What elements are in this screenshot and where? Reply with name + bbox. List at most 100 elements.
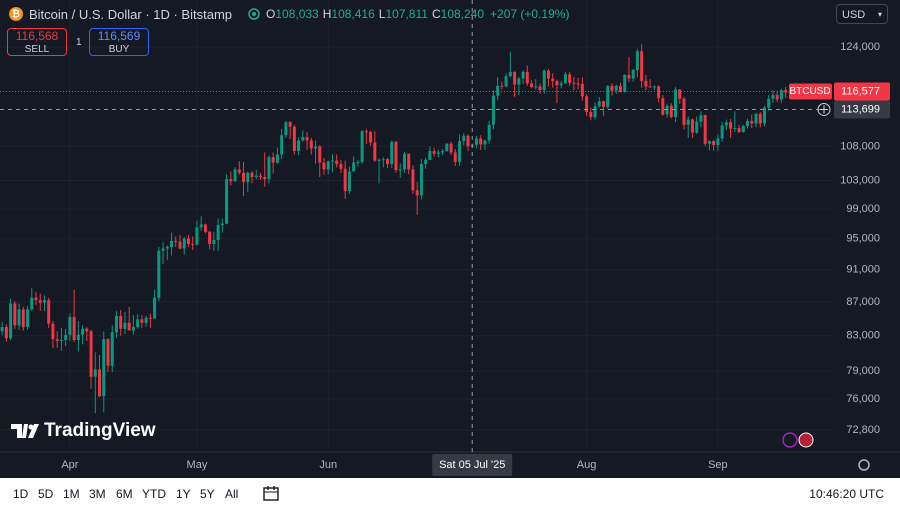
range-button[interactable]: YTD — [142, 487, 166, 501]
candle — [42, 295, 46, 311]
candle — [551, 73, 555, 88]
candle — [779, 88, 783, 104]
candle — [419, 159, 423, 200]
sell-button[interactable]: 116,568 SELL — [7, 28, 67, 56]
candle — [466, 134, 470, 152]
candle — [703, 114, 707, 146]
y-tick-label: 76,000 — [846, 393, 880, 405]
candle — [665, 103, 669, 118]
candle — [81, 325, 85, 345]
candle — [356, 159, 360, 167]
candle — [496, 77, 500, 101]
candle-body — [546, 70, 550, 79]
candle-body — [165, 246, 169, 249]
candle — [513, 71, 517, 97]
x-tick-label: May — [187, 459, 208, 471]
candle — [712, 139, 716, 151]
candle-body — [724, 122, 728, 126]
range-button[interactable]: 1Y — [176, 487, 191, 501]
candle-body — [521, 71, 525, 79]
candle-body — [326, 161, 330, 170]
candle — [275, 147, 279, 164]
candle-body — [767, 98, 771, 108]
ohlc-value: 108,033 — [275, 7, 319, 21]
candle — [441, 149, 445, 156]
candle — [326, 160, 330, 175]
candle — [614, 84, 618, 94]
candle-body — [208, 231, 212, 244]
range-button[interactable]: 5D — [38, 487, 54, 501]
candle — [51, 321, 55, 348]
candle-body — [157, 250, 161, 298]
candle-body — [322, 162, 326, 170]
candle — [449, 141, 453, 156]
range-button[interactable]: 1M — [63, 487, 80, 501]
candle — [627, 57, 631, 83]
range-button[interactable]: All — [225, 487, 239, 501]
candle — [479, 135, 483, 150]
candle-body — [339, 163, 343, 169]
range-button[interactable]: 5Y — [200, 487, 215, 501]
add-alert-icon[interactable] — [817, 102, 831, 116]
y-tick-label: 95,000 — [846, 233, 880, 245]
candle-body — [229, 179, 233, 182]
candle-body — [246, 172, 250, 182]
candle-body — [424, 159, 428, 164]
buy-price: 116,569 — [97, 29, 141, 43]
candle — [182, 237, 186, 255]
candle-body — [330, 160, 334, 162]
last-price-label: 116,577 — [841, 85, 880, 97]
candle — [17, 303, 21, 330]
candle-body — [500, 85, 504, 87]
candle — [34, 292, 38, 306]
candle — [623, 74, 627, 93]
candle — [360, 129, 364, 164]
candle-body — [737, 128, 741, 132]
candle-body — [504, 76, 508, 87]
range-button[interactable]: 1D — [13, 487, 29, 501]
crosshair-y-box — [834, 100, 890, 119]
candle-body — [771, 95, 775, 99]
candle-body — [635, 51, 639, 71]
candle-body — [445, 143, 449, 152]
candle-body — [352, 162, 356, 172]
calendar-icon[interactable] — [262, 484, 282, 502]
change: +207 (+0.19%) — [490, 7, 570, 21]
candle — [114, 310, 118, 339]
candle-body — [178, 241, 182, 249]
ohlc-label: O — [266, 7, 276, 21]
clock: 10:46:20 UTC — [809, 487, 884, 501]
range-button[interactable]: 6M — [116, 487, 133, 501]
candle-body — [26, 309, 30, 328]
candle-body — [347, 171, 351, 192]
candle-body — [38, 300, 42, 303]
y-tick-label: 99,000 — [846, 203, 880, 215]
candle — [381, 157, 385, 168]
x-tick-label: Sep — [708, 459, 728, 471]
candle-body — [47, 300, 51, 324]
candle — [602, 100, 606, 116]
currency-select[interactable]: USD ▾ — [836, 4, 888, 24]
candle-body — [203, 224, 207, 232]
candle-body — [9, 303, 13, 339]
candle-body — [263, 177, 267, 180]
candle-body — [174, 240, 178, 242]
candle-body — [627, 74, 631, 79]
buy-button[interactable]: 116,569 BUY — [89, 28, 149, 56]
range-button[interactable]: 3M — [89, 487, 106, 501]
candle-body — [364, 131, 368, 133]
candle-body — [93, 369, 97, 377]
candle — [26, 305, 30, 330]
candle — [610, 83, 614, 96]
candle — [771, 90, 775, 103]
candle — [733, 111, 737, 132]
candle — [59, 327, 63, 351]
candle — [729, 118, 733, 138]
candle — [500, 81, 504, 90]
candle — [136, 314, 140, 329]
candle — [775, 90, 779, 102]
candle — [9, 298, 13, 341]
candle-body — [618, 85, 622, 92]
candle — [335, 154, 339, 168]
candle — [487, 120, 491, 144]
